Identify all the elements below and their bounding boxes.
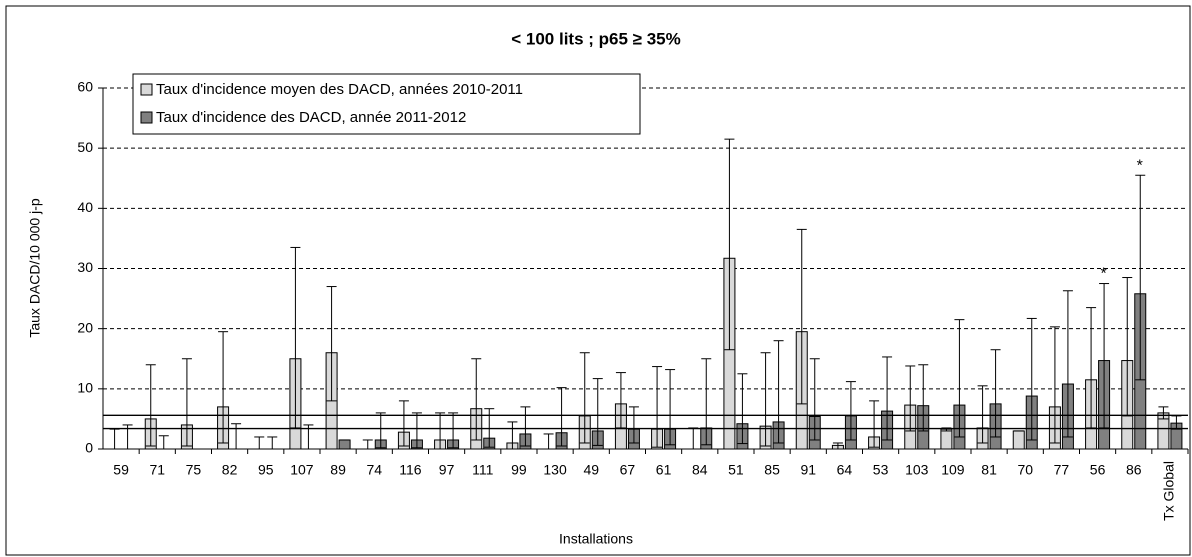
error-bar: [556, 387, 567, 447]
error-bar: [507, 421, 518, 450]
x-tick-label: 64: [837, 462, 853, 478]
x-tick-label: 85: [764, 462, 780, 478]
error-bar: [375, 412, 386, 449]
x-tick-label: 56: [1090, 462, 1106, 478]
x-tick-label: 77: [1054, 462, 1070, 478]
x-tick-label: 91: [800, 462, 816, 478]
error-bar: [773, 340, 784, 444]
error-bar: [1049, 326, 1060, 444]
x-tick-label: Tx Global: [1161, 461, 1177, 521]
error-bar: [181, 358, 192, 447]
error-bar: [905, 365, 916, 432]
legend-swatch: [140, 83, 153, 96]
bar: [338, 439, 351, 450]
error-bar: [882, 356, 893, 441]
error-bar: [158, 435, 169, 450]
y-tick-label: 0: [85, 440, 93, 456]
y-tick-label: 20: [77, 319, 93, 335]
error-bar: [954, 319, 965, 438]
bar: [940, 428, 953, 450]
error-bar: [977, 385, 988, 444]
error-bar: [411, 412, 422, 449]
error-bar: [362, 439, 373, 450]
error-bar: [796, 228, 807, 405]
error-bar: [724, 138, 735, 351]
error-bar: [1158, 406, 1169, 420]
error-bar: [435, 412, 446, 450]
x-tick-label: 74: [366, 462, 382, 478]
x-tick-label: 61: [656, 462, 672, 478]
error-bar: [448, 412, 459, 449]
x-tick-label: 97: [439, 462, 455, 478]
error-bar: [918, 364, 929, 432]
error-bar: [398, 400, 409, 447]
legend-label: Taux d'incidence moyen des DACD, années …: [156, 81, 523, 98]
x-tick-label: 130: [543, 462, 567, 478]
chart-title: < 100 lits ; p65 ≥ 35%: [511, 29, 681, 48]
x-tick-label: 95: [258, 462, 274, 478]
x-tick-label: 59: [113, 462, 129, 478]
error-bar: [701, 358, 712, 446]
x-tick-label: 75: [186, 462, 202, 478]
legend-swatch: [140, 111, 153, 124]
error-bar: [520, 406, 531, 447]
y-tick-label: 50: [77, 139, 93, 155]
error-bar: [471, 358, 482, 441]
x-tick-label: 107: [290, 462, 314, 478]
error-bar: [628, 406, 639, 444]
error-bar: [809, 358, 820, 441]
x-tick-label: 84: [692, 462, 708, 478]
x-tick-label: 67: [620, 462, 636, 478]
error-bar: [737, 373, 748, 445]
error-bar: [145, 364, 156, 447]
error-bar: [218, 331, 229, 444]
error-bar: [990, 349, 1001, 438]
error-bar: [832, 442, 843, 450]
error-bar: [665, 369, 676, 446]
y-tick-label: 10: [77, 380, 93, 396]
x-tick-label: 49: [583, 462, 599, 478]
error-bar: [1135, 174, 1146, 381]
y-tick-label: 40: [77, 199, 93, 215]
legend-box: [132, 73, 641, 135]
x-tick-label: 81: [981, 462, 997, 478]
x-tick-label: 82: [222, 462, 238, 478]
x-tick-label: 51: [728, 462, 744, 478]
legend-label: Taux d'incidence des DACD, année 2011-20…: [156, 109, 466, 126]
error-bar: [543, 433, 554, 450]
error-bar: [652, 366, 663, 448]
y-tick-label: 30: [77, 259, 93, 275]
error-bar: [869, 400, 880, 448]
y-tick-label: 60: [77, 79, 93, 95]
x-tick-label: 71: [149, 462, 165, 478]
error-bar: [845, 381, 856, 441]
x-tick-label: 89: [330, 462, 346, 478]
x-tick-label: 70: [1017, 462, 1033, 478]
y-axis-label: Taux DACD/10 000 j-p: [27, 198, 43, 338]
significance-marker: *: [1137, 157, 1143, 174]
x-tick-label: 109: [941, 462, 965, 478]
x-tick-label: 116: [399, 462, 422, 478]
significance-marker: *: [1100, 266, 1106, 283]
error-bar: [326, 286, 337, 402]
error-bar: [592, 378, 603, 446]
error-bar: [760, 352, 771, 447]
error-bar: [1026, 317, 1037, 441]
bar: [1012, 430, 1025, 450]
error-bar: [254, 436, 265, 450]
error-bar: [267, 436, 278, 450]
x-tick-label: 103: [905, 462, 929, 478]
x-tick-label: 111: [472, 462, 493, 478]
x-tick-label: 99: [511, 462, 527, 478]
error-bar: [1062, 290, 1073, 438]
x-axis-label: Installations: [559, 531, 633, 547]
x-tick-label: 53: [873, 462, 889, 478]
x-tick-label: 86: [1126, 462, 1142, 478]
